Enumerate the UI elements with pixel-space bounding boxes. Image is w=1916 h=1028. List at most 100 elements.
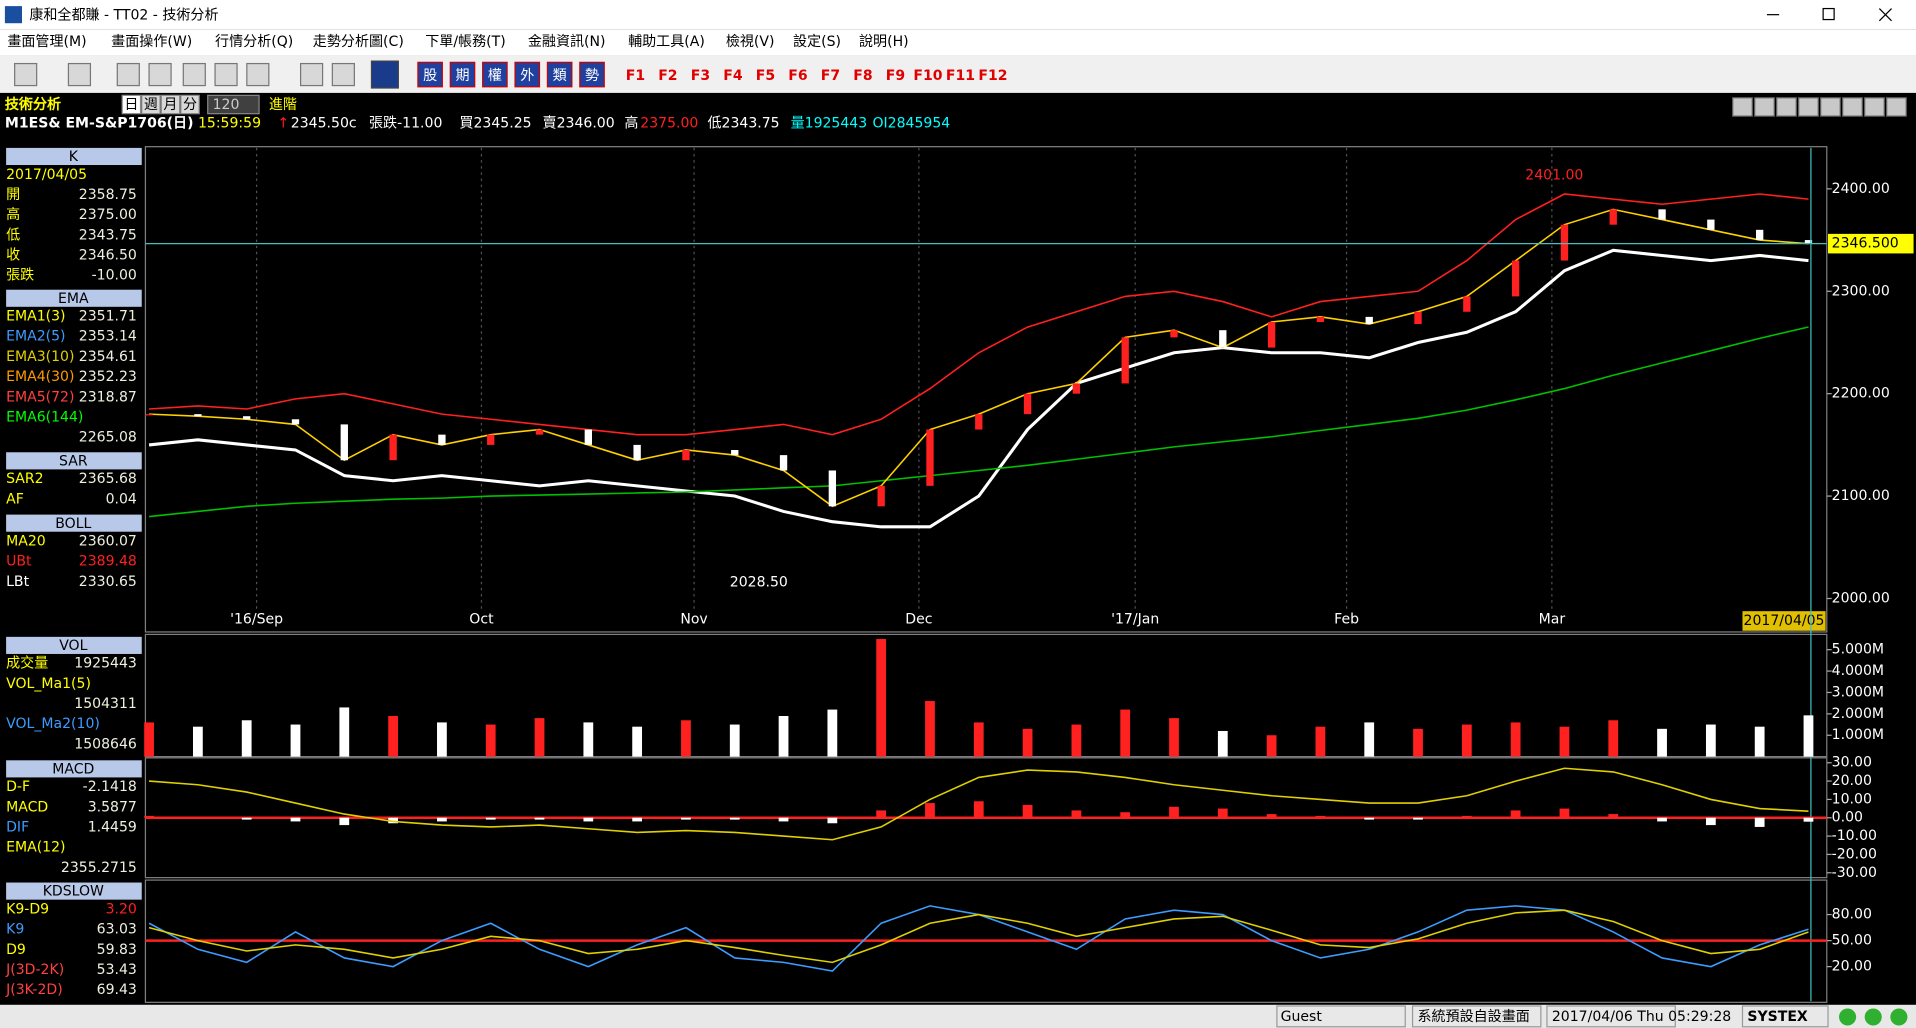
function-key[interactable]: F8 [853, 68, 872, 84]
function-key[interactable]: F6 [788, 68, 808, 84]
function-key[interactable]: F2 [658, 68, 677, 84]
quote-button-label[interactable]: 外 [520, 68, 534, 84]
chart-tool[interactable] [1820, 97, 1841, 117]
quote-high: 2375.00 [640, 115, 698, 131]
menu-item[interactable]: 走勢分析圖(C) [313, 34, 404, 50]
panel-row-label: AF [6, 491, 24, 507]
function-key[interactable]: F11 [946, 68, 975, 84]
menu-item[interactable]: 行情分析(Q) [215, 34, 293, 50]
volume-bar [681, 720, 691, 757]
volume-bar [1169, 718, 1179, 757]
period-label[interactable]: 分 [183, 97, 197, 113]
volume-bar [1461, 724, 1472, 757]
macd-bar [241, 817, 252, 820]
volume-bar [778, 715, 789, 757]
macd-bar [583, 817, 594, 822]
quote-button[interactable] [579, 61, 605, 88]
function-key[interactable]: F7 [821, 68, 840, 84]
period-button[interactable] [121, 94, 142, 115]
menu-item[interactable]: 畫面操作(W) [111, 34, 192, 50]
panel-header-label: VOL [59, 638, 87, 654]
panel-header-label: SAR [59, 453, 88, 469]
panel-row-value: 1508646 [74, 736, 137, 752]
quote-button-label[interactable]: 類 [553, 68, 567, 84]
panel-row-label: 成交量 [6, 655, 48, 672]
close[interactable] [1878, 8, 1892, 22]
panel-row-label: DIF [6, 820, 29, 836]
tool-icon[interactable] [331, 62, 355, 87]
app-icon [4, 6, 22, 24]
quote-button[interactable] [417, 61, 443, 88]
quote-symbol: M1ES& EM-S&P1706(日) [5, 115, 194, 131]
chart-tool[interactable] [1864, 97, 1885, 117]
function-key[interactable]: F4 [723, 68, 743, 84]
menu-item[interactable]: 設定(S) [793, 34, 841, 50]
function-key[interactable]: F9 [886, 68, 905, 84]
menu-item[interactable]: 輔助工具(A) [628, 34, 705, 50]
indicator-line [148, 326, 1809, 518]
chart-tool[interactable] [1842, 97, 1863, 117]
menu-item[interactable]: 金融資訊(N) [528, 34, 606, 50]
menu-item[interactable]: 畫面管理(M) [7, 34, 86, 50]
chart-tool[interactable] [1776, 97, 1797, 117]
panel-header [6, 636, 142, 654]
panel-row-value: 2352.23 [79, 369, 137, 385]
count-value[interactable]: 120 [213, 97, 240, 113]
quote-button-label[interactable]: 勢 [585, 68, 599, 84]
period-button[interactable] [160, 94, 181, 115]
tool-icon[interactable] [214, 62, 238, 87]
y-tick-label: 2200.00 [1832, 386, 1890, 402]
tool-icon[interactable] [148, 62, 172, 87]
tool-icon[interactable] [67, 62, 92, 87]
tool-icon[interactable] [116, 62, 140, 87]
macd-bar [1705, 817, 1716, 826]
volume-bar [925, 701, 935, 757]
function-key[interactable]: F3 [691, 68, 710, 84]
chart-tool[interactable] [1754, 97, 1775, 117]
period-button[interactable] [180, 94, 200, 115]
y-tick-label: 20.00 [1832, 959, 1872, 975]
advanced-button[interactable]: 進階 [269, 97, 297, 113]
quote-time: 15:59:59 [198, 115, 261, 131]
function-key[interactable]: F1 [626, 68, 645, 84]
panel-row-label: K9-D9 [6, 901, 49, 917]
tool-icon[interactable] [14, 62, 38, 87]
period-button[interactable] [141, 94, 161, 115]
quote-button[interactable] [546, 61, 573, 88]
panel-row-label: J(3K-2D) [5, 982, 63, 998]
tool-icon[interactable] [182, 62, 206, 87]
period-label[interactable]: 日 [124, 97, 138, 113]
tool-icon[interactable] [246, 62, 270, 87]
panel-header [6, 882, 142, 900]
function-key[interactable]: F12 [978, 68, 1007, 84]
function-key[interactable]: F5 [756, 68, 775, 84]
tool-icon[interactable] [299, 62, 324, 87]
candle [438, 434, 446, 445]
panel-row-label: UBt [6, 554, 32, 570]
quote-button-label[interactable]: 期 [455, 68, 469, 84]
period-label[interactable]: 週 [144, 97, 158, 113]
menu-item[interactable]: 檢視(V) [726, 33, 775, 50]
quote-button-label[interactable]: 股 [423, 68, 437, 84]
quote-button[interactable] [449, 61, 476, 88]
panel-row-value: 2330.65 [79, 574, 137, 590]
count-box[interactable] [207, 94, 260, 115]
candle [291, 419, 300, 425]
quote-button[interactable] [514, 61, 541, 88]
maximize[interactable] [1822, 7, 1835, 21]
chart-tool[interactable] [1798, 97, 1819, 117]
volume-bar [437, 722, 447, 757]
menu-item[interactable]: 說明(H) [859, 33, 909, 50]
menu-item[interactable]: 下單/帳務(T) [425, 34, 505, 50]
chart-tool[interactable] [1732, 97, 1753, 117]
chart-tool[interactable] [1886, 97, 1907, 117]
tool-icon[interactable] [370, 60, 399, 89]
panel-header-label: EMA [58, 291, 89, 307]
quote-high-label: 高 [624, 114, 638, 131]
window-title: 康和全都賺 - TT02 - 技術分析 [29, 6, 218, 23]
function-key[interactable]: F10 [913, 68, 942, 84]
quote-button-label[interactable]: 權 [488, 68, 502, 84]
candle [1755, 229, 1764, 241]
period-label[interactable]: 月 [163, 97, 177, 113]
quote-button[interactable] [482, 61, 508, 88]
